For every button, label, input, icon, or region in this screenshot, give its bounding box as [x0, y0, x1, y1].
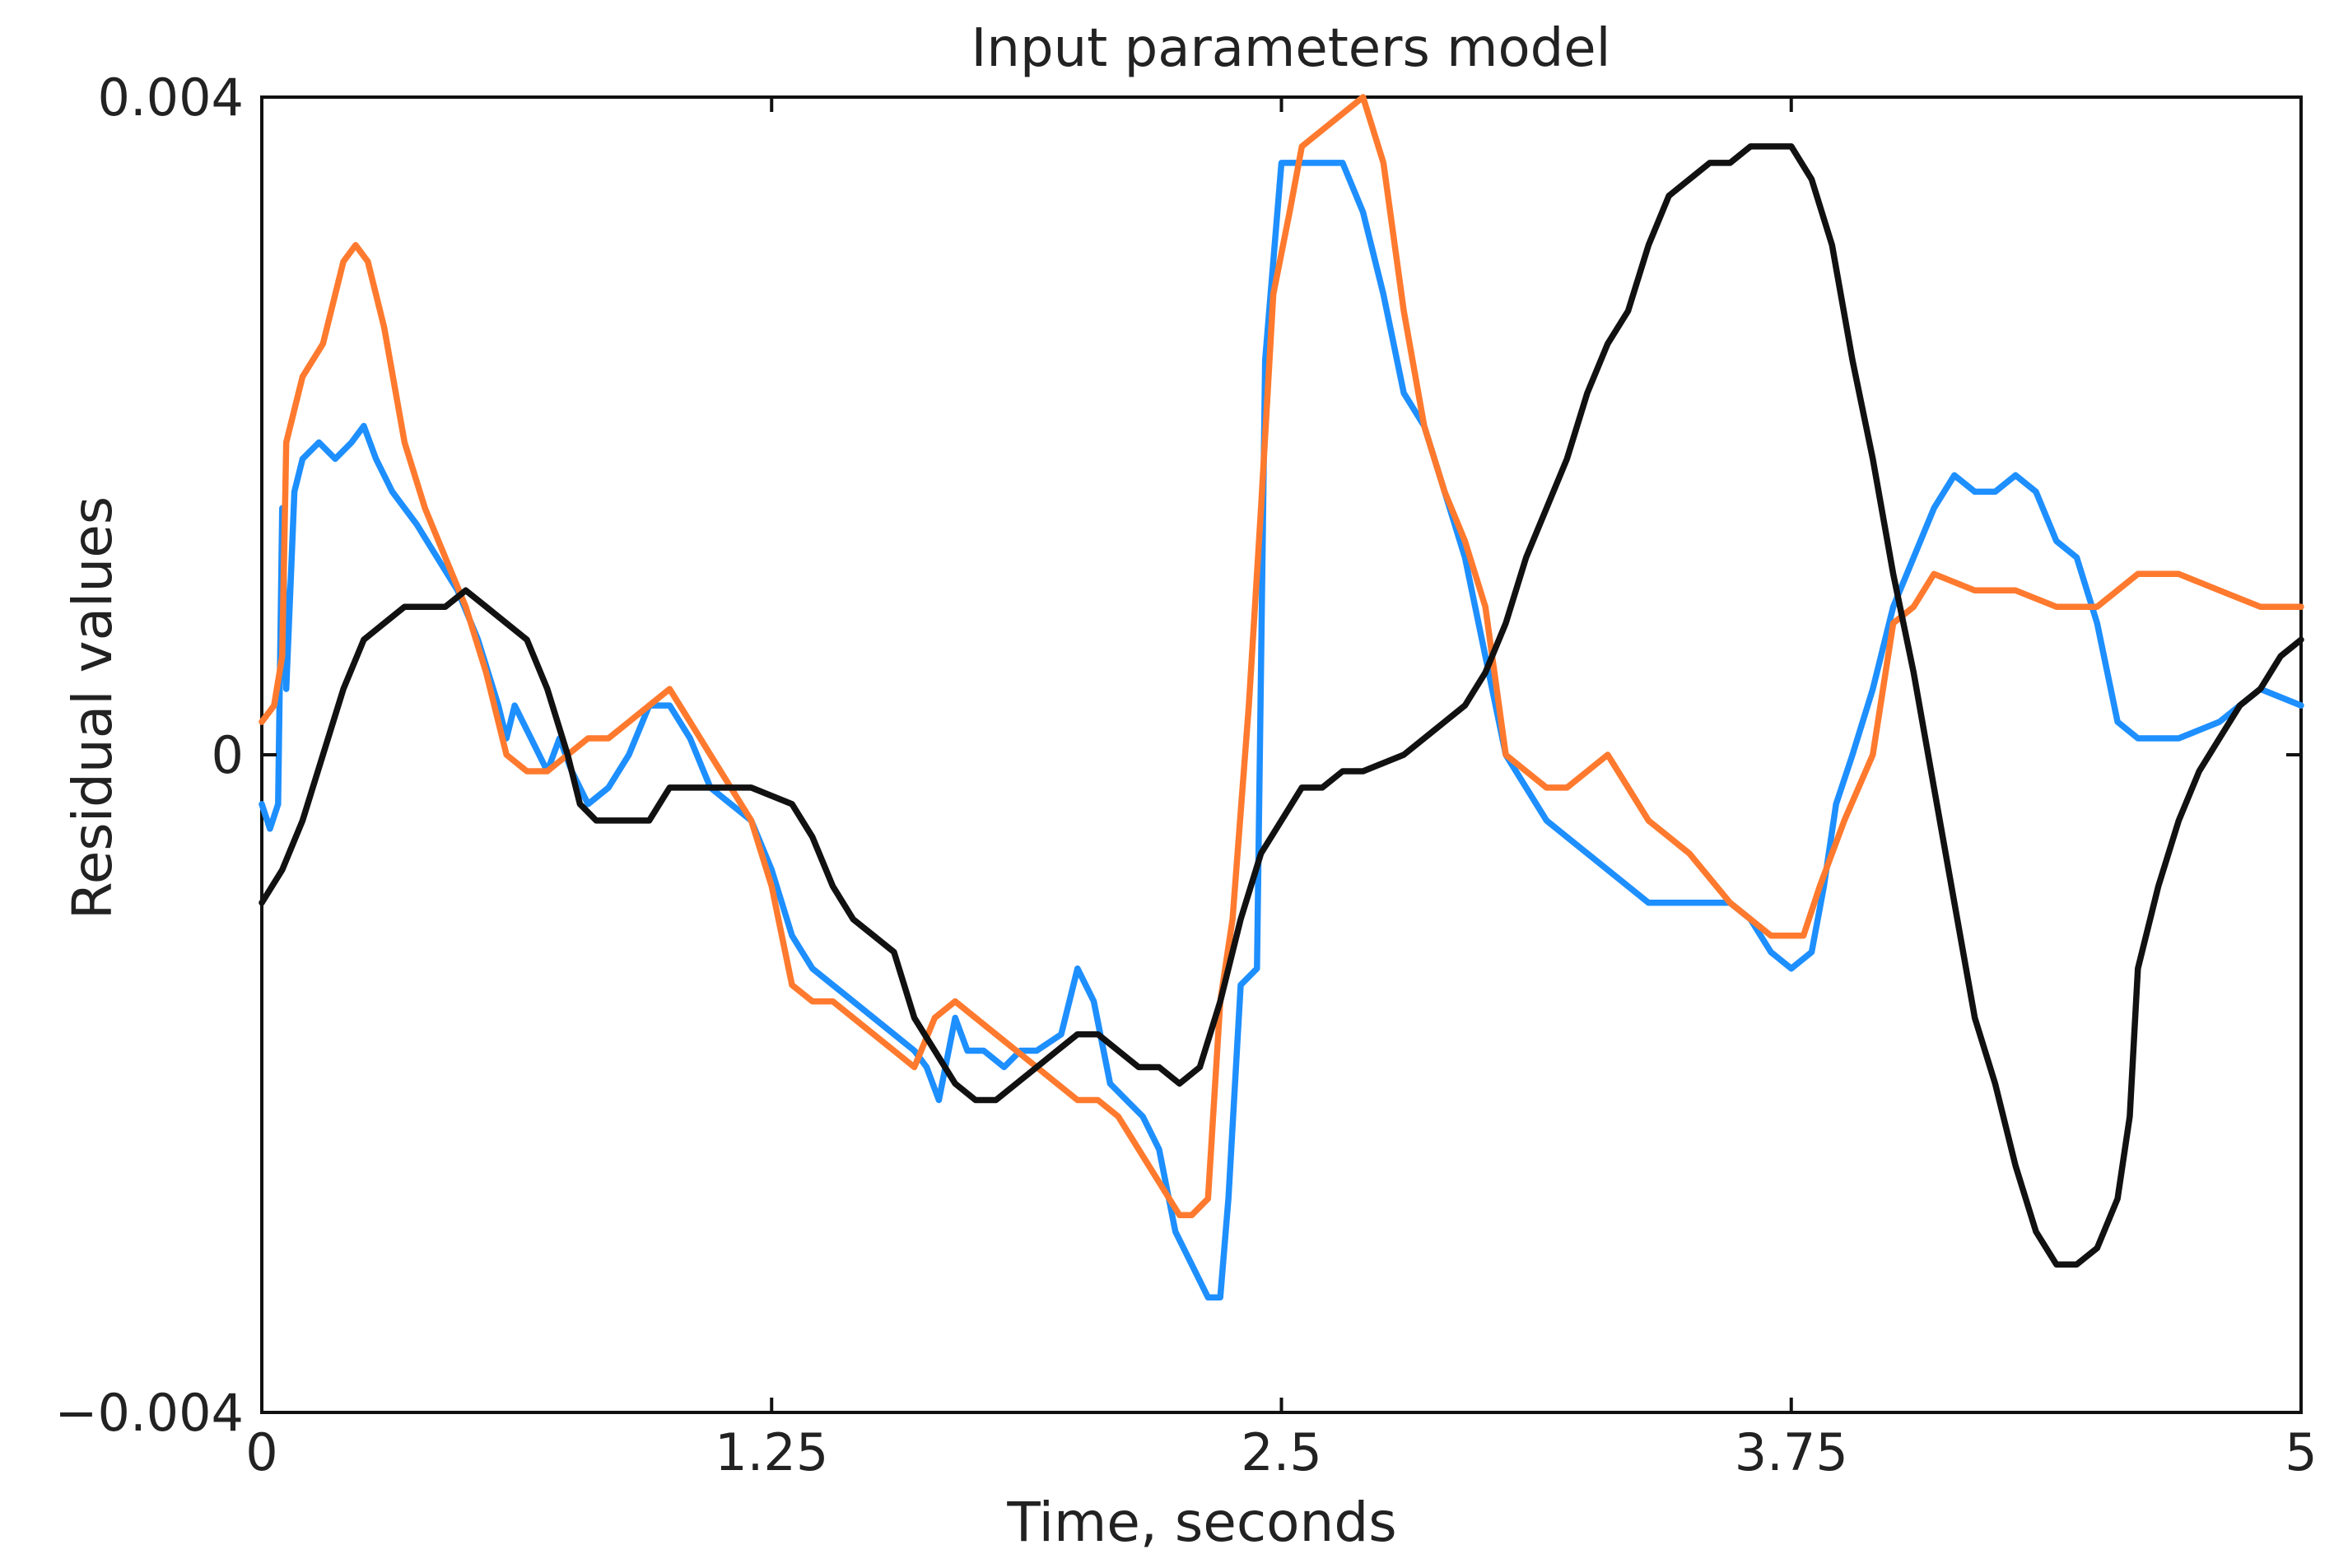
series-layer — [259, 94, 2304, 1300]
y-axis-label: Residual values — [61, 496, 124, 919]
series-line-3 — [259, 143, 2304, 1268]
y-tick-labels: −0.004 0 0.004 — [55, 67, 244, 1443]
x-tick-label: 1.25 — [715, 1422, 828, 1482]
y-tick-label: −0.004 — [55, 1383, 244, 1443]
y-tick-label: 0.004 — [98, 67, 245, 128]
x-tick-label: 2.5 — [1241, 1422, 1322, 1482]
series-line-2 — [259, 94, 2304, 1219]
x-tick-label: 5 — [2285, 1422, 2317, 1482]
x-axis-label: Time, seconds — [1006, 1491, 1396, 1554]
x-tick-label: 3.75 — [1735, 1422, 1848, 1482]
plot-area — [259, 94, 2304, 1414]
x-tick-labels: 0 1.25 2.5 3.75 5 — [245, 1422, 2317, 1482]
chart-title: Input parameters model — [971, 18, 1611, 79]
tick-marks — [260, 95, 2303, 1414]
series-line-1 — [259, 160, 2304, 1300]
y-tick-label: 0 — [212, 725, 244, 785]
x-tick-label: 0 — [245, 1422, 277, 1482]
